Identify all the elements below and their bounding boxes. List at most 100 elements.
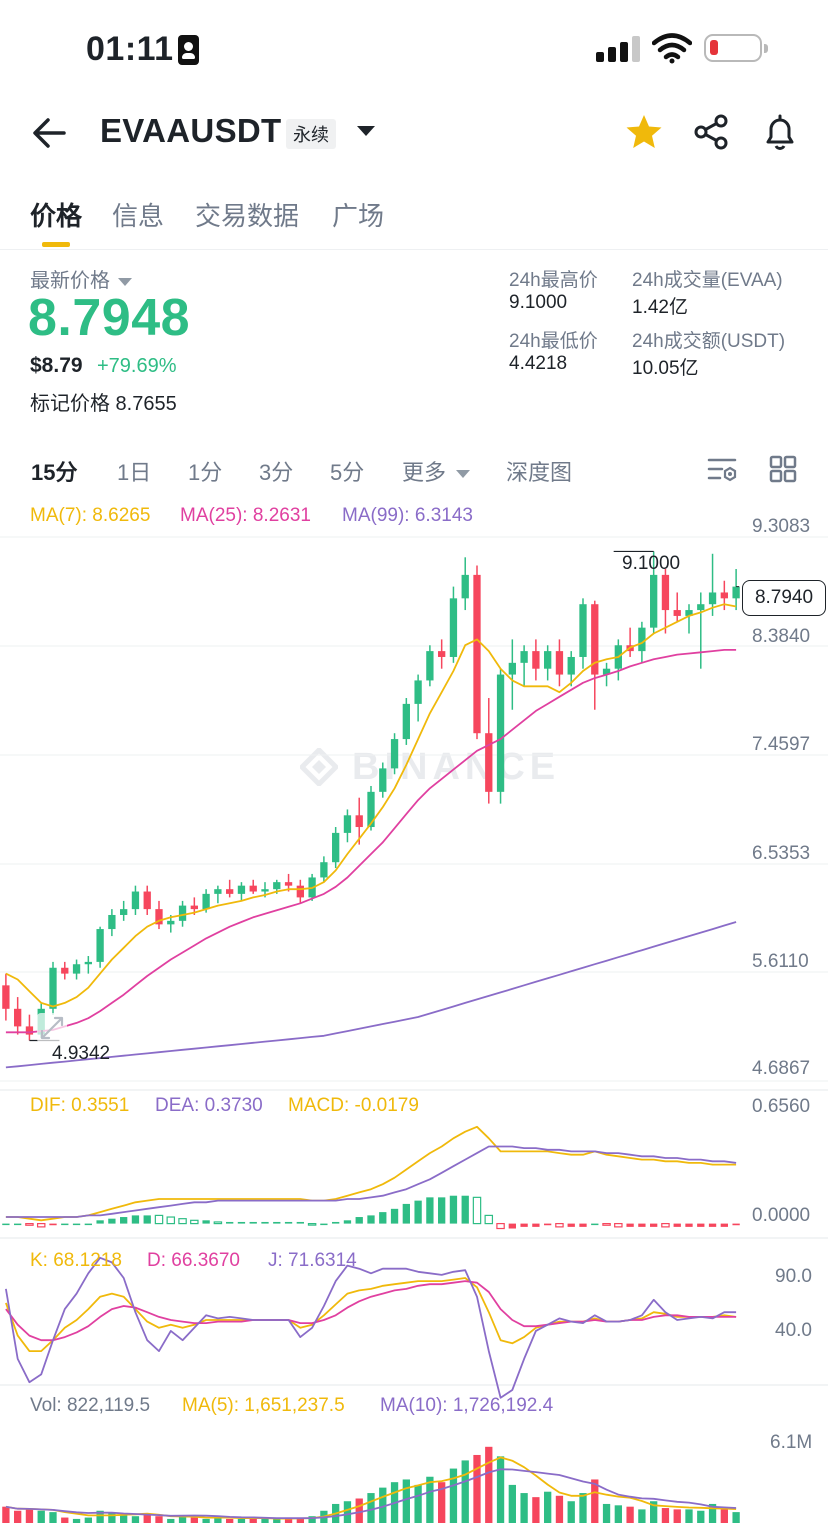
expand-fullscreen-icon[interactable] <box>36 1012 68 1044</box>
candle-body <box>496 674 505 792</box>
candle-body <box>438 651 446 657</box>
volume-bar <box>96 1510 104 1523</box>
volume-bar <box>249 1517 257 1523</box>
macd-histogram-bar <box>61 1223 69 1226</box>
macd-histogram-bar <box>626 1223 634 1227</box>
volume-bar <box>284 1518 293 1523</box>
macd-histogram-bar <box>650 1223 658 1227</box>
active-tab-indicator <box>42 242 70 247</box>
macd-histogram-bar <box>579 1223 587 1227</box>
volume-bar <box>49 1512 57 1523</box>
ma99-line <box>5 921 737 1069</box>
more-caret-icon <box>456 470 471 479</box>
volume-bar <box>414 1484 422 1523</box>
interval-3m[interactable]: 3分 <box>259 460 294 485</box>
candle-body <box>296 885 304 898</box>
stat-24h-high-label: 24h最高价 <box>509 270 598 291</box>
kdj-axis-label: 40.0 <box>775 1320 812 1341</box>
macd-histogram-bar <box>602 1222 611 1226</box>
volume-bar <box>485 1446 493 1523</box>
candle-body <box>697 604 705 611</box>
macd-histogram-bar <box>273 1221 281 1224</box>
candle-body <box>273 882 281 890</box>
interval-5m[interactable]: 5分 <box>330 460 365 485</box>
macd-histogram-bar <box>284 1221 293 1224</box>
high-marker-label: 9.1000 <box>622 553 681 574</box>
volume-bar <box>379 1487 387 1523</box>
wifi-icon <box>652 33 692 64</box>
macd-histogram-bar <box>36 1222 46 1228</box>
symbol-dropdown-icon[interactable] <box>357 126 375 136</box>
kline-chart[interactable] <box>0 490 828 1523</box>
share-icon[interactable] <box>692 112 732 152</box>
price-type-caret-icon <box>118 277 132 286</box>
candle-body <box>96 929 104 962</box>
volume-bar <box>685 1509 693 1523</box>
latest-price-label[interactable]: 最新价格 <box>30 264 132 293</box>
interval-more[interactable]: 更多 <box>402 455 471 487</box>
volume-bar <box>355 1498 363 1523</box>
macd-histogram-bar <box>496 1222 505 1230</box>
interval-15m[interactable]: 15分 <box>31 460 78 485</box>
candle-body <box>661 574 670 611</box>
contact-card-icon <box>178 35 199 65</box>
stat-24h-volume-label: 24h成交量(EVAA) <box>632 270 783 291</box>
macd-histogram-bar <box>661 1222 670 1228</box>
notification-bell-icon[interactable] <box>760 112 800 152</box>
macd-histogram-bar <box>708 1223 717 1227</box>
tab-price[interactable]: 价格 <box>30 201 83 231</box>
tab-square[interactable]: 广场 <box>332 201 385 231</box>
interval-1m[interactable]: 1分 <box>188 460 223 485</box>
volume-bar <box>544 1491 552 1523</box>
indicator-settings-icon[interactable] <box>706 454 738 484</box>
volume-bar <box>178 1516 187 1523</box>
volume-bar <box>426 1476 434 1523</box>
candle-body <box>638 627 646 652</box>
macd-histogram-bar <box>320 1223 328 1226</box>
macd-histogram-bar <box>332 1221 340 1224</box>
macd-histogram-bar <box>49 1223 57 1226</box>
favorite-star-icon[interactable] <box>624 112 664 152</box>
tab-trading-data[interactable]: 交易数据 <box>195 201 300 231</box>
macd-histogram-bar <box>379 1212 387 1224</box>
layout-grid-icon[interactable] <box>768 454 798 484</box>
current-price-tag: 8.7940 <box>742 580 826 616</box>
stat-24h-high-value: 9.1000 <box>509 292 568 313</box>
macd-histogram-bar <box>343 1220 352 1224</box>
interval-1d[interactable]: 1日 <box>117 460 152 485</box>
macd-histogram-bar <box>237 1221 246 1224</box>
volume-bar <box>508 1484 516 1523</box>
kdj-axis-label: 90.0 <box>775 1266 812 1287</box>
depth-chart-tab[interactable]: 深度图 <box>506 460 573 485</box>
candle-body <box>108 914 116 930</box>
candle-body <box>379 768 387 792</box>
candle-body <box>485 733 493 792</box>
legend-ma99: MA(99): 6.3143 <box>342 505 473 526</box>
candle-body <box>414 680 422 704</box>
tab-info[interactable]: 信息 <box>112 201 165 231</box>
volume-bar <box>190 1517 198 1523</box>
volume-bar <box>579 1493 587 1523</box>
volume-bar <box>461 1460 469 1523</box>
candle-body <box>520 651 528 663</box>
volume-bar <box>697 1510 705 1523</box>
volume-legend-ma5: MA(5): 1,651,237.5 <box>182 1395 345 1416</box>
volume-bar <box>214 1516 222 1523</box>
volume-bar <box>61 1517 69 1523</box>
stat-24h-turnover-label: 24h成交额(USDT) <box>632 331 786 352</box>
price-axis-label: 7.4597 <box>752 734 811 755</box>
macd-histogram-bar <box>355 1217 363 1224</box>
candle-body <box>461 574 469 599</box>
volume-bar <box>732 1512 740 1523</box>
kdj-legend-k: K: 68.1218 <box>30 1250 122 1271</box>
macd-histogram-bar <box>226 1221 234 1224</box>
kdj-legend-d: D: 66.3670 <box>147 1250 240 1271</box>
macd-histogram-bar <box>438 1197 446 1224</box>
macd-histogram-bar <box>131 1215 140 1224</box>
symbol-title[interactable]: EVAAUSDT <box>100 112 282 149</box>
macd-histogram-bar <box>166 1216 176 1225</box>
candle-body <box>226 889 234 894</box>
candle-body <box>685 610 693 616</box>
stat-24h-turnover-value: 10.05亿 <box>632 358 699 379</box>
back-arrow-icon[interactable] <box>30 114 70 152</box>
